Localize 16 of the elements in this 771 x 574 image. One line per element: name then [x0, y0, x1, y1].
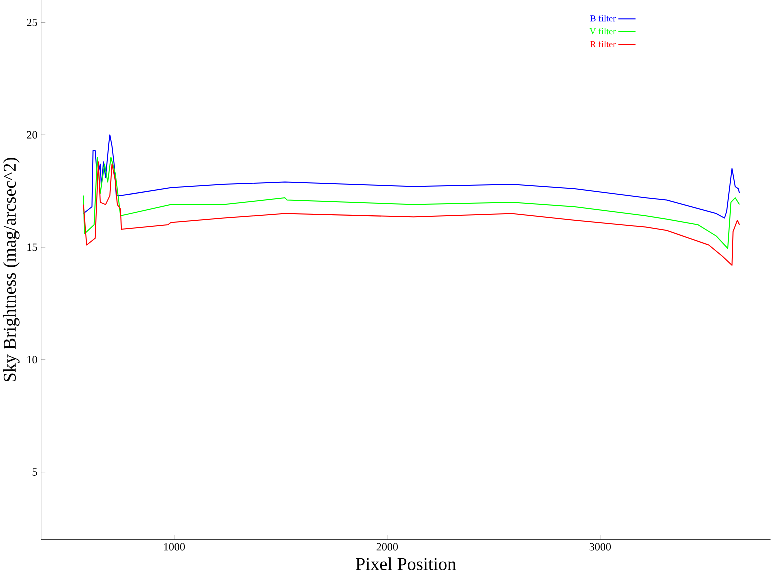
- x-tick-label: 2000: [376, 543, 398, 551]
- line-series: [83, 162, 740, 266]
- x-tick-label: 3000: [590, 543, 612, 551]
- y-tick-label: 10: [28, 356, 38, 364]
- line-series: [83, 157, 740, 250]
- line-series: [83, 134, 740, 219]
- y-tick-label: 5: [32, 468, 38, 476]
- x-axis-title: Pixel Position: [356, 558, 456, 571]
- x-tick-label: 1000: [164, 543, 186, 551]
- y-tick-label: 25: [27, 19, 38, 27]
- legend-label: R filter: [590, 41, 616, 48]
- legend-label: V filter: [590, 28, 616, 35]
- y-axis-title: Sky Brightness (mag/arcsec^2): [3, 158, 20, 382]
- y-tick-label: 20: [27, 131, 38, 139]
- legend-label: B filter: [590, 15, 616, 22]
- y-tick-label: 15: [28, 244, 38, 252]
